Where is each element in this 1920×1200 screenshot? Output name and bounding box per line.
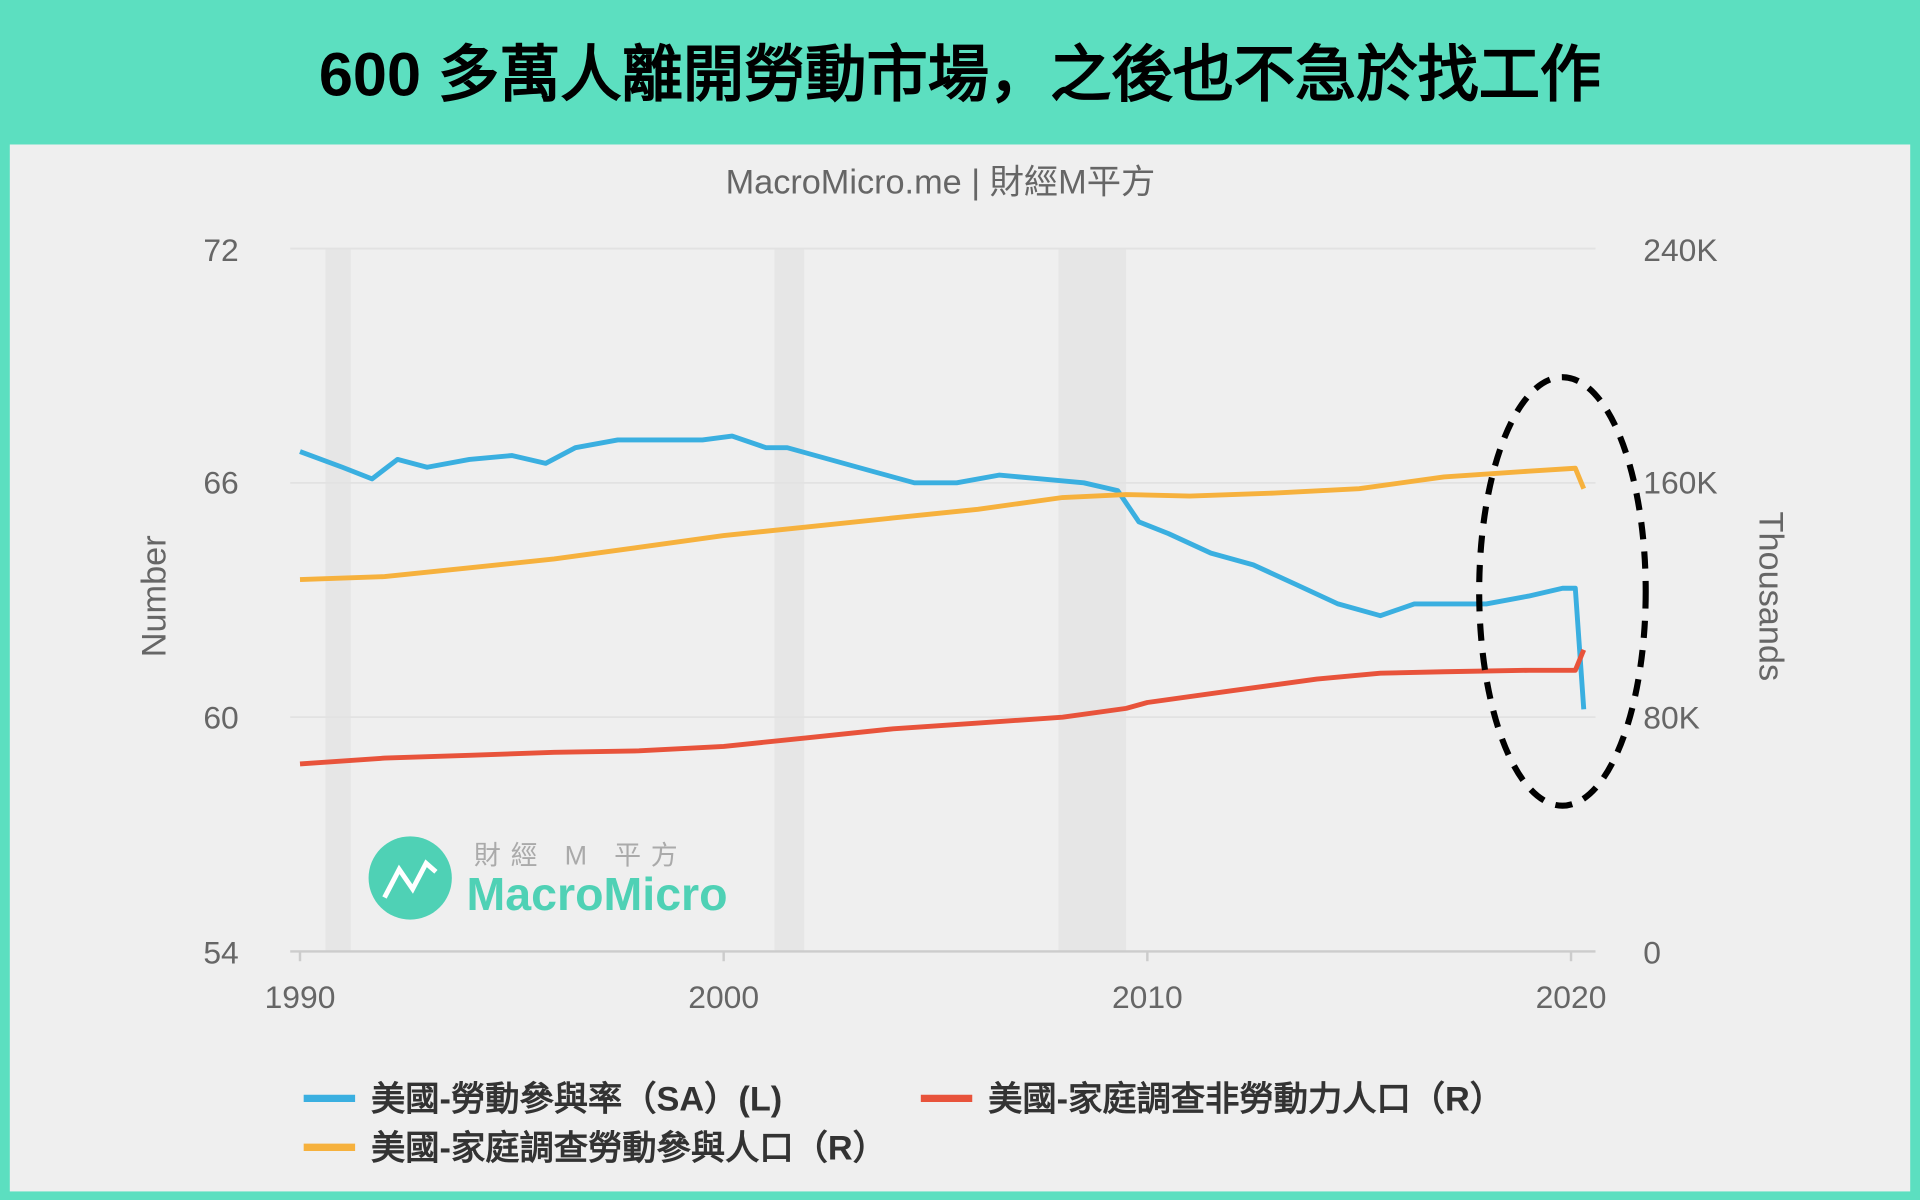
y-left-tick: 60 xyxy=(203,700,238,736)
y-left-tick: 54 xyxy=(203,935,238,971)
legend-label: 美國-家庭調查勞動參與人口（R） xyxy=(371,1129,887,1168)
logo-icon xyxy=(368,836,452,920)
highlight-ellipse-annotation xyxy=(1476,374,1649,809)
recession-band xyxy=(1058,248,1127,952)
legend-label: 美國-勞動參與率（SA）(L) xyxy=(371,1080,782,1119)
watermark-logo: 財經 M 平方 MacroMicro xyxy=(368,836,728,920)
legend-label: 美國-家庭調查非勞動力人口（R） xyxy=(988,1080,1504,1119)
y-right-tick: 0 xyxy=(1643,935,1661,971)
y-left-tick: 72 xyxy=(203,232,238,268)
y-left-tick: 66 xyxy=(203,464,238,500)
legend: 美國-勞動參與率（SA）(L) 美國-家庭調查非勞動力人口（R） 美國-家庭調查… xyxy=(303,1080,1504,1168)
x-tick: 2020 xyxy=(1536,979,1607,1015)
series-line-0 xyxy=(299,433,1587,710)
recession-band xyxy=(325,248,351,952)
recession-band xyxy=(774,248,805,952)
legend-item-not-in-labor-force[interactable]: 美國-家庭調查非勞動力人口（R） xyxy=(920,1080,1504,1119)
legend-item-labor-force[interactable]: 美國-家庭調查勞動參與人口（R） xyxy=(303,1129,887,1168)
legend-item-participation-rate[interactable]: 美國-勞動參與率（SA）(L) xyxy=(303,1080,783,1119)
y-right-label: Thousands xyxy=(1752,512,1790,682)
y-right-tick: 160K xyxy=(1643,464,1717,500)
x-tick: 2010 xyxy=(1112,979,1183,1015)
x-tick: 1990 xyxy=(265,979,336,1015)
series-line-1 xyxy=(299,648,1587,767)
series-lines xyxy=(299,433,1587,767)
recession-bands xyxy=(325,248,1127,952)
y-right-tick: 80K xyxy=(1643,700,1700,736)
chart-subtitle: MacroMicro.me | 財經M平方 xyxy=(726,163,1156,201)
logo-en-text: MacroMicro xyxy=(467,868,728,920)
x-tick: 2000 xyxy=(688,979,759,1015)
headline-title: 600 多萬人離開勞動市場，之後也不急於找工作 xyxy=(319,41,1601,109)
chart-panel xyxy=(9,144,1911,1192)
y-left-label: Number xyxy=(135,535,173,657)
y-right-tick: 240K xyxy=(1643,232,1717,268)
series-line-2 xyxy=(299,465,1587,582)
logo-chart-glyph xyxy=(382,859,438,899)
logo-cn-text: 財經 M 平方 xyxy=(474,840,688,870)
